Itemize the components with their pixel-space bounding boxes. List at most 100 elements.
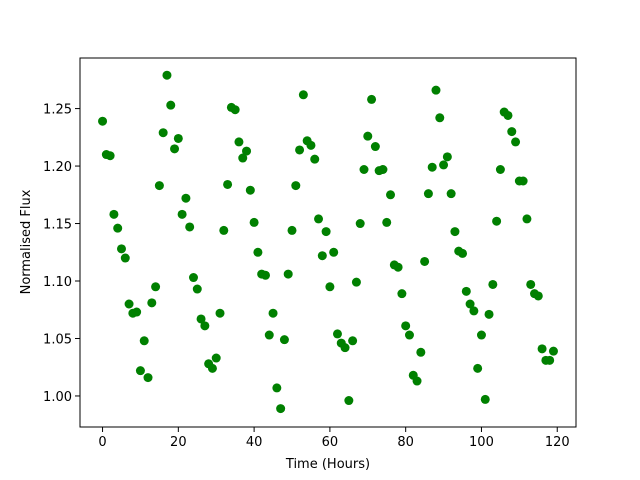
- point: [173, 133, 183, 143]
- point: [469, 306, 479, 316]
- point: [230, 105, 240, 115]
- point: [537, 344, 547, 354]
- point: [458, 248, 468, 258]
- y-tick-label: 1.10: [43, 275, 72, 290]
- point: [249, 217, 259, 227]
- point: [151, 282, 161, 292]
- point: [139, 336, 149, 346]
- x-tick-label: 60: [322, 435, 339, 450]
- point: [386, 190, 396, 200]
- point: [545, 355, 555, 365]
- point: [340, 343, 350, 353]
- point: [158, 128, 168, 138]
- point: [442, 152, 452, 162]
- point: [317, 251, 327, 261]
- point: [116, 244, 126, 254]
- x-axis-label: Time (Hours): [285, 457, 370, 472]
- point: [185, 222, 195, 232]
- point: [507, 127, 517, 137]
- point: [367, 94, 377, 104]
- point: [135, 366, 145, 376]
- point: [181, 193, 191, 203]
- point: [511, 137, 521, 147]
- point: [397, 289, 407, 299]
- point: [503, 110, 513, 120]
- y-axis-label: Normalised Flux: [19, 189, 34, 294]
- point: [105, 151, 115, 161]
- point: [219, 225, 229, 235]
- point: [435, 113, 445, 123]
- point: [200, 321, 210, 331]
- point: [223, 179, 233, 189]
- x-tick-label: 120: [545, 435, 570, 450]
- point: [298, 90, 308, 100]
- point: [325, 282, 335, 292]
- x-tick-label: 100: [469, 435, 494, 450]
- point: [253, 247, 263, 257]
- point: [382, 217, 392, 227]
- point: [518, 176, 528, 186]
- y-tick-label: 1.05: [43, 332, 72, 347]
- point: [264, 330, 274, 340]
- point: [147, 298, 157, 308]
- point: [196, 314, 206, 324]
- point: [329, 247, 339, 257]
- point: [132, 307, 142, 317]
- point: [522, 214, 532, 224]
- point: [393, 262, 403, 272]
- x-tick-label: 0: [98, 435, 106, 450]
- point: [306, 140, 316, 150]
- point: [295, 145, 305, 155]
- point: [548, 346, 558, 356]
- point: [321, 227, 331, 237]
- point: [427, 162, 437, 172]
- point: [234, 137, 244, 147]
- point: [363, 131, 373, 141]
- point: [268, 308, 278, 318]
- point: [473, 363, 483, 373]
- point: [291, 181, 301, 191]
- point: [351, 277, 361, 287]
- point: [242, 146, 252, 156]
- point: [492, 216, 502, 226]
- y-tick-label: 1.20: [43, 160, 72, 175]
- point: [162, 70, 172, 80]
- point: [533, 291, 543, 301]
- point: [359, 165, 369, 175]
- x-tick-label: 40: [246, 435, 263, 450]
- point: [188, 273, 198, 283]
- point: [113, 223, 123, 233]
- point: [287, 225, 297, 235]
- point: [526, 279, 536, 289]
- point: [404, 330, 414, 340]
- point: [124, 299, 134, 309]
- point: [260, 270, 270, 280]
- x-tick-label: 20: [170, 435, 187, 450]
- point: [461, 286, 471, 296]
- point: [120, 253, 130, 263]
- point: [332, 329, 342, 339]
- x-tick-label: 80: [397, 435, 414, 450]
- point: [109, 209, 119, 219]
- point: [154, 181, 164, 191]
- point: [177, 209, 187, 219]
- point: [420, 256, 430, 266]
- point: [476, 330, 486, 340]
- point: [450, 227, 460, 237]
- point: [98, 116, 108, 126]
- point: [431, 85, 441, 95]
- point: [446, 189, 456, 199]
- y-tick-label: 1.00: [43, 390, 72, 405]
- point: [401, 321, 411, 331]
- point: [310, 154, 320, 164]
- point: [283, 269, 293, 279]
- point: [465, 299, 475, 309]
- point: [215, 308, 225, 318]
- point: [143, 373, 153, 383]
- point: [416, 347, 426, 357]
- point: [355, 219, 365, 229]
- y-tick-label: 1.15: [43, 218, 72, 233]
- point: [211, 353, 221, 363]
- point: [272, 383, 282, 393]
